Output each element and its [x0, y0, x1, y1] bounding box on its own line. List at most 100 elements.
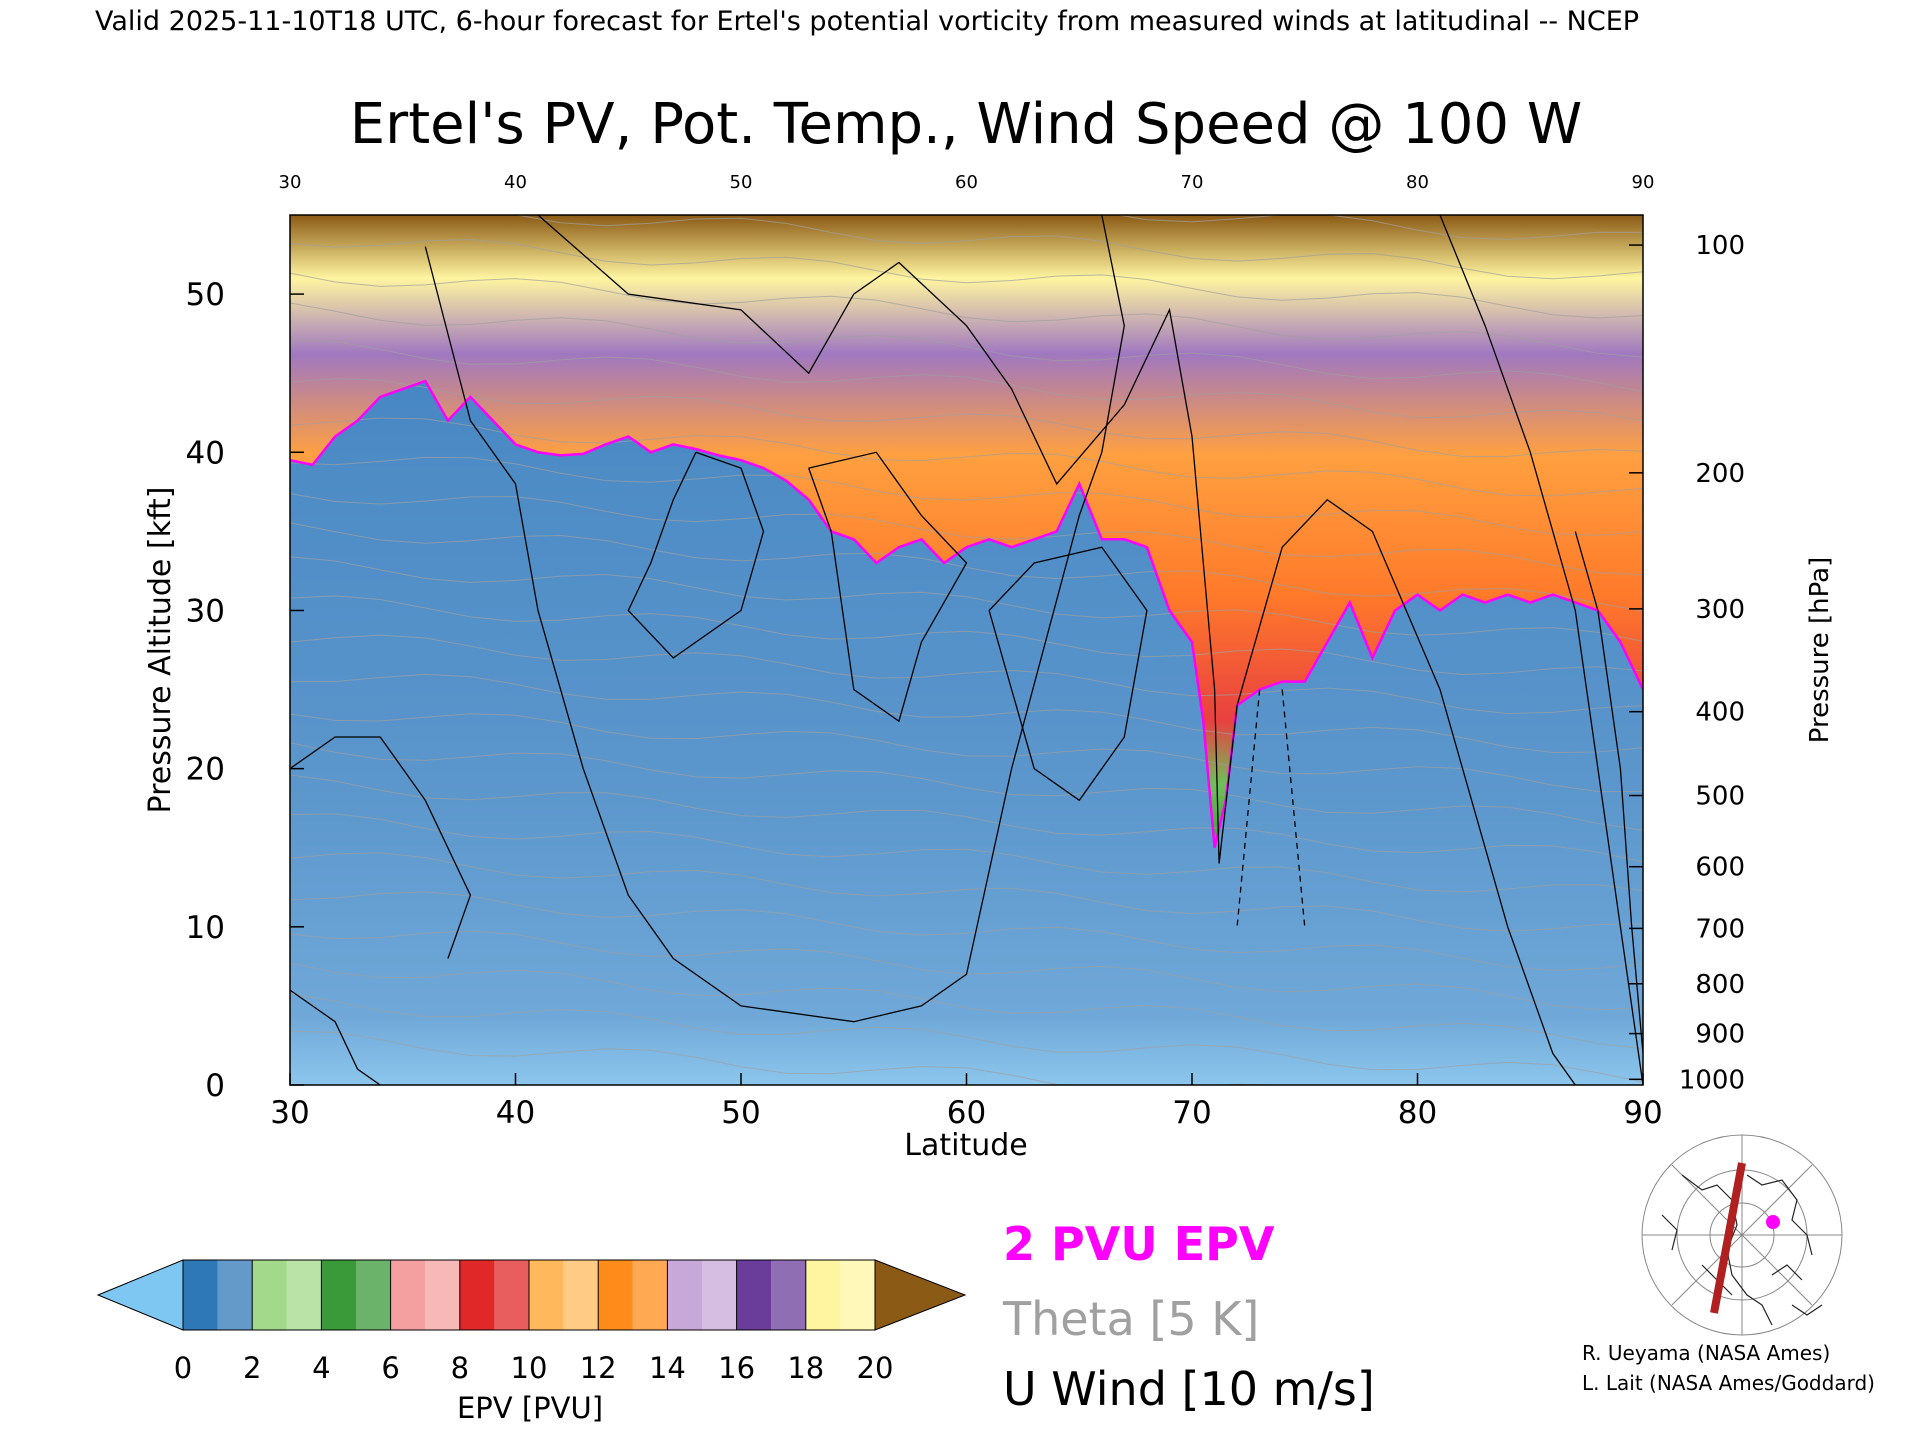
colorbar-tick-label: 20: [857, 1351, 894, 1385]
x-top-tick-label: 60: [955, 172, 978, 193]
theta-contour-line: [290, 272, 1643, 358]
x-top-tick-label: 80: [1406, 172, 1429, 193]
legend-theta-line: Theta [5 K]: [1002, 1292, 1259, 1346]
colorbar-label: EPV [PVU]: [457, 1391, 603, 1425]
theta-contour-line: [290, 742, 1643, 831]
colorbar-segment: [459, 1260, 495, 1330]
y-tick-label-right: 900: [1695, 1020, 1745, 1050]
u-wind-contour-line: [424, 215, 1125, 1023]
x-tick-label: 70: [1172, 1095, 1211, 1131]
y-tick-label-left: 10: [186, 910, 225, 946]
colorbar-tick-label: 2: [243, 1351, 261, 1385]
y-tick-label-right: 600: [1695, 853, 1745, 883]
colorbar-segment: [840, 1260, 875, 1330]
colorbar-segment: [805, 1260, 841, 1330]
theta-contour-line: [290, 338, 1643, 422]
u-wind-negative-contour: [1236, 689, 1306, 927]
y-tick-label-right: 300: [1695, 595, 1745, 625]
y-tick-label-left: 40: [186, 435, 225, 471]
theta-contour-line: [514, 215, 1643, 280]
colorbar-tick-label: 0: [174, 1351, 192, 1385]
theta-contour-line: [290, 813, 1643, 893]
colorbar-tick-label: 14: [649, 1351, 686, 1385]
y-tick-label-right: 200: [1695, 459, 1745, 489]
colorbar-tick-label: 6: [381, 1351, 399, 1385]
map-location-marker: [1766, 1215, 1780, 1229]
y-tick-label-left: 20: [186, 752, 225, 788]
chart-title: Ertel's PV, Pot. Temp., Wind Speed @ 100…: [350, 92, 1582, 157]
y-axis-label-right: Pressure [hPa]: [1805, 557, 1835, 744]
x-tick-label: 40: [496, 1095, 535, 1131]
x-tick-label: 50: [721, 1095, 760, 1131]
x-top-tick-label: 90: [1632, 172, 1655, 193]
theta-contour-line: [290, 852, 1643, 932]
y-tick-label-right: 800: [1695, 970, 1745, 1000]
credit-line-1: R. Ueyama (NASA Ames): [1582, 1341, 1830, 1365]
colorbar-segment: [632, 1260, 668, 1330]
x-top-tick-label: 40: [504, 172, 527, 193]
y-tick-label-left: 30: [186, 593, 225, 629]
legend-wind-line: U Wind [10 m/s]: [1003, 1362, 1375, 1416]
colorbar-segment: [286, 1260, 322, 1330]
theta-contour-line: [290, 993, 1643, 1083]
u-wind-contour-line: [1439, 215, 1643, 1085]
colorbar-segment: [356, 1260, 391, 1330]
colorbar-tick-label: 18: [787, 1351, 824, 1385]
y-tick-label-right: 500: [1695, 782, 1745, 812]
u-wind-contours: [290, 215, 1643, 1085]
x-axis-label: Latitude: [904, 1128, 1027, 1163]
colorbar-segment: [598, 1260, 633, 1330]
pv-2pvu-contour: [290, 379, 1643, 848]
colorbar-segment: [702, 1260, 737, 1330]
credit-line-2: L. Lait (NASA Ames/Goddard): [1582, 1371, 1875, 1395]
y-tick-label-right: 700: [1695, 914, 1745, 944]
theta-contour-line: [290, 1030, 1277, 1085]
u-wind-contour-line: [808, 451, 968, 723]
theta-contour-line: [1115, 215, 1643, 241]
colorbar-segment: [183, 1260, 218, 1330]
y-tick-label-left: 0: [205, 1068, 225, 1104]
y-tick-label-right: 1000: [1679, 1065, 1745, 1095]
plot-area: [289, 214, 1644, 1086]
x-top-tick-label: 30: [279, 172, 302, 193]
theta-contour-line: [290, 493, 1643, 576]
u-wind-contour-line: [627, 451, 765, 659]
theta-contour-line: [290, 595, 1643, 676]
x-top-tick-label: 50: [730, 172, 753, 193]
x-top-tick-label: 70: [1181, 172, 1204, 193]
x-tick-label: 30: [270, 1095, 309, 1131]
colorbar-segment: [563, 1260, 599, 1330]
theta-contour-line: [290, 673, 1643, 754]
theta-contour-line: [290, 456, 1643, 536]
colorbar-segment: [736, 1260, 772, 1330]
colorbar-tick-label: 4: [312, 1351, 330, 1385]
colorbar-segment: [494, 1260, 529, 1330]
stratosphere-fill: [290, 215, 1643, 848]
y-tick-label-left: 50: [186, 277, 225, 313]
colorbar: 0 2 4 6 8 10 12 14 16 18 20: [96, 1259, 967, 1385]
colorbar-tick-label: 8: [451, 1351, 469, 1385]
y-axis-label-left: Pressure Altitude [kft]: [143, 487, 178, 814]
valid-time-header: Valid 2025-11-10T18 UTC, 6-hour forecast…: [95, 6, 1639, 37]
theta-contour-line: [290, 713, 1643, 792]
theta-contour-line: [290, 891, 1643, 972]
theta-contour-line: [290, 302, 1643, 393]
u-wind-contour-line: [537, 215, 1576, 1085]
y-tick-label-right: 400: [1695, 698, 1745, 728]
theta-contour-line: [290, 378, 1643, 457]
colorbar-segment: [425, 1260, 460, 1330]
colorbar-segment: [771, 1260, 806, 1330]
colorbar-segment: [667, 1260, 702, 1330]
theta-contour-line: [290, 774, 1643, 863]
colorbar-tick-label: 16: [718, 1351, 755, 1385]
x-tick-label: 90: [1623, 1095, 1662, 1131]
y-tick-label-right: 100: [1695, 231, 1745, 261]
u-wind-contour-line: [290, 736, 472, 959]
colorbar-tick-label: 10: [511, 1351, 548, 1385]
colorbar-segment: [321, 1260, 356, 1330]
colorbar-segment: [217, 1260, 253, 1330]
colorbar-segment: [390, 1260, 426, 1330]
u-wind-contour-line: [290, 989, 381, 1085]
